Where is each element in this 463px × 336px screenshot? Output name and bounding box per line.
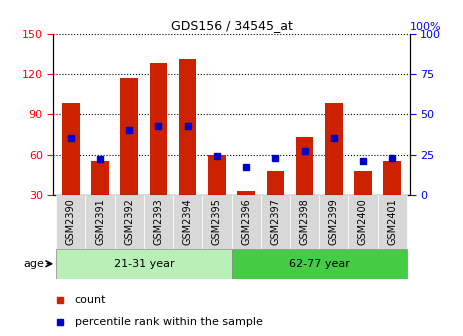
Bar [179,59,196,195]
Bar [319,195,348,249]
Bar [208,155,225,195]
Text: 21-31 year: 21-31 year [113,259,174,269]
Bar [91,161,109,195]
Bar [115,195,144,249]
Bar [296,137,313,195]
Text: GSM2391: GSM2391 [95,198,105,245]
Text: percentile rank within the sample: percentile rank within the sample [75,317,263,327]
Bar [120,78,138,195]
Text: count: count [75,295,106,305]
Text: GSM2396: GSM2396 [241,198,251,245]
Bar [56,249,232,279]
Text: age: age [23,259,44,269]
Bar [232,249,407,279]
Text: GSM2397: GSM2397 [270,198,280,245]
Bar [348,195,378,249]
Text: GSM2390: GSM2390 [66,198,76,245]
Bar [173,195,202,249]
Text: GSM2398: GSM2398 [300,198,310,245]
Text: 62-77 year: 62-77 year [289,259,350,269]
Text: GSM2395: GSM2395 [212,198,222,245]
Text: GSM2394: GSM2394 [183,198,193,245]
Bar [232,195,261,249]
Bar [290,195,319,249]
Bar [150,63,167,195]
Text: GSM2392: GSM2392 [124,198,134,245]
Bar [354,171,372,195]
Bar [267,171,284,195]
Title: GDS156 / 34545_at: GDS156 / 34545_at [170,19,293,33]
Text: 100%: 100% [410,22,441,32]
Bar [238,191,255,195]
Text: GSM2401: GSM2401 [387,198,397,245]
Bar [62,103,80,195]
Bar [383,161,401,195]
Text: GSM2393: GSM2393 [153,198,163,245]
Bar [85,195,115,249]
Bar [325,103,343,195]
Bar [261,195,290,249]
Bar [144,195,173,249]
Bar [56,195,85,249]
Text: GSM2400: GSM2400 [358,198,368,245]
Bar [378,195,407,249]
Bar [202,195,232,249]
Text: GSM2399: GSM2399 [329,198,339,245]
